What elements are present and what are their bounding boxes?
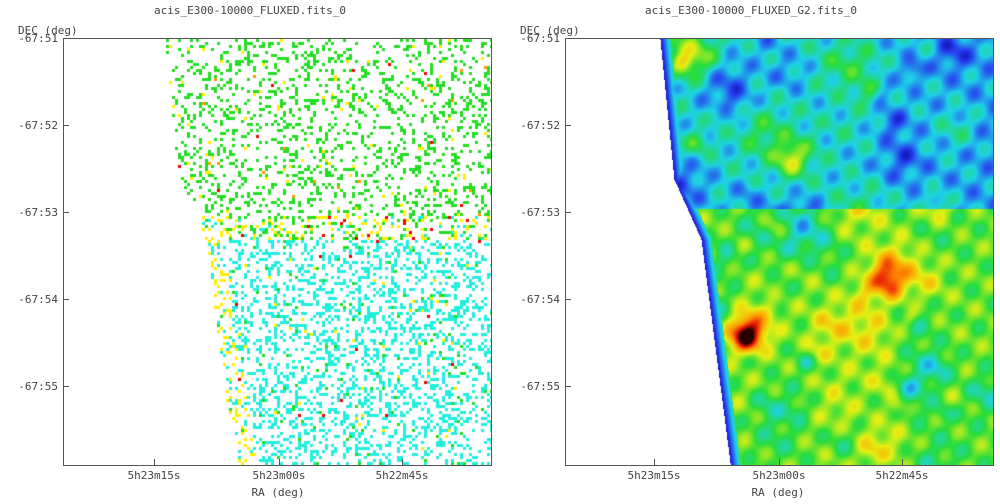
y-tick-mark — [565, 125, 571, 126]
y-tick-label: -67:53 — [520, 206, 560, 219]
y-tick-label: -67:51 — [18, 32, 58, 45]
y-tick-label: -67:54 — [520, 293, 560, 306]
y-tick-mark — [565, 386, 571, 387]
y-tick-label: -67:54 — [18, 293, 58, 306]
x-axis-label: RA (deg) — [751, 486, 805, 499]
y-tick-mark — [63, 386, 69, 387]
image-plot-raw[interactable] — [63, 38, 492, 466]
y-tick-mark — [63, 212, 69, 213]
x-tick-label: 5h23m15s — [127, 469, 181, 482]
x-tick-label: 5h23m15s — [627, 469, 681, 482]
panel-raw: acis_E300-10000_FLUXED.fits_0 DEC (deg) … — [18, 4, 492, 499]
x-tick-mark — [154, 459, 155, 465]
x-tick-mark — [402, 459, 403, 465]
x-axis-label: RA (deg) — [251, 486, 305, 499]
image-canvas-raw[interactable] — [64, 39, 491, 465]
y-tick-mark — [63, 125, 69, 126]
panel-title: acis_E300-10000_FLUXED_G2.fits_0 — [645, 4, 857, 17]
y-tick-label: -67:51 — [520, 32, 560, 45]
y-tick-label: -67:53 — [18, 206, 58, 219]
y-axis-label: DEC (deg) — [520, 24, 580, 37]
y-axis-label: DEC (deg) — [18, 24, 78, 37]
y-tick-label: -67:55 — [18, 380, 58, 393]
y-tick-label: -67:52 — [520, 119, 560, 132]
x-tick-mark — [654, 459, 655, 465]
y-tick-mark — [63, 299, 69, 300]
x-tick-label: 5h23m00s — [752, 469, 806, 482]
x-tick-mark — [279, 459, 280, 465]
panel-title: acis_E300-10000_FLUXED.fits_0 — [153, 4, 347, 17]
x-tick-mark — [779, 459, 780, 465]
y-tick-mark — [565, 299, 571, 300]
y-tick-label: -67:52 — [18, 119, 58, 132]
y-tick-mark — [565, 38, 571, 39]
y-tick-mark — [63, 38, 69, 39]
y-tick-mark — [565, 212, 571, 213]
y-tick-label: -67:55 — [520, 380, 560, 393]
x-tick-label: 5h23m00s — [252, 469, 306, 482]
x-tick-mark — [902, 459, 903, 465]
image-canvas-smoothed[interactable] — [566, 39, 993, 465]
panel-smoothed: acis_E300-10000_FLUXED_G2.fits_0 DEC (de… — [501, 0, 1000, 504]
x-tick-label: 5h22m45s — [375, 469, 429, 482]
x-tick-label: 5h22m45s — [875, 469, 929, 482]
image-plot-smoothed[interactable] — [565, 38, 994, 466]
